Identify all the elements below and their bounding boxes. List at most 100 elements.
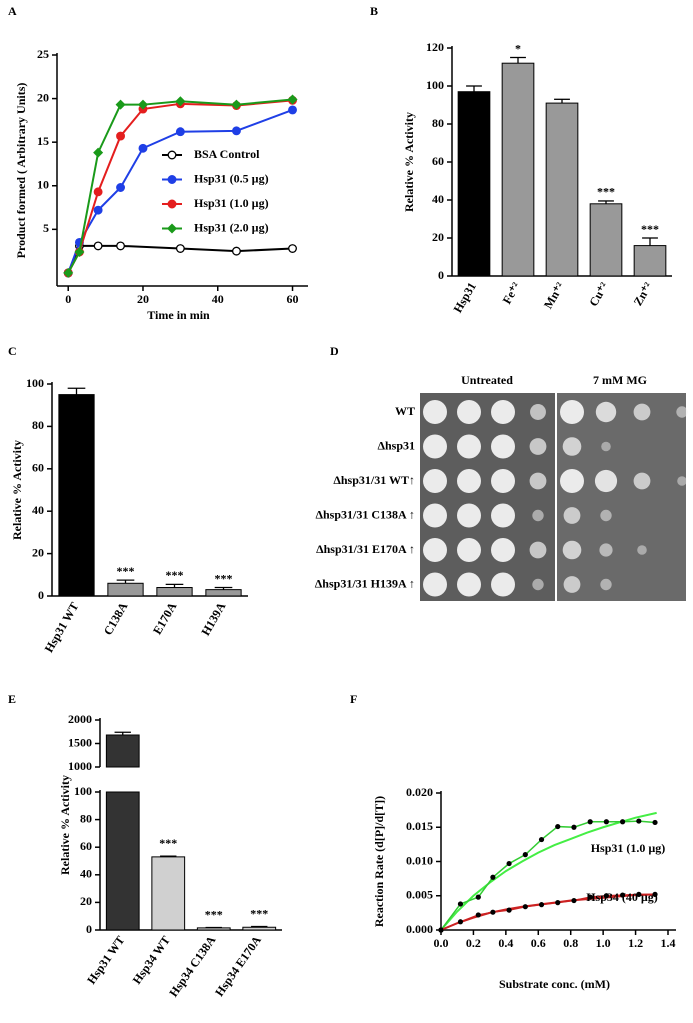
x-tick-label: 40 xyxy=(212,292,224,306)
bar xyxy=(205,589,242,597)
strain-label: Δhsp31/31 WT↑ xyxy=(333,473,415,487)
point xyxy=(555,900,561,906)
point xyxy=(603,893,609,899)
y-tick-label: 20 xyxy=(80,894,92,908)
significance: *** xyxy=(597,185,615,199)
colony-spot xyxy=(457,434,481,459)
colony-spot xyxy=(491,400,515,424)
colony-spot xyxy=(529,541,547,559)
colony-spot xyxy=(633,472,651,490)
bar xyxy=(107,582,144,597)
colony-spot xyxy=(633,403,651,421)
point xyxy=(555,823,561,830)
x-tick-label: 0.4 xyxy=(498,936,513,950)
colony-spot xyxy=(423,572,447,597)
colony-spot xyxy=(423,503,447,528)
y-tick-label: 2000 xyxy=(68,712,92,726)
significance: *** xyxy=(117,564,135,578)
y-tick-label: 80 xyxy=(80,811,92,825)
point xyxy=(522,852,528,858)
point xyxy=(93,241,103,251)
point xyxy=(288,105,297,115)
y-tick-label: 1000 xyxy=(68,759,92,773)
point xyxy=(652,819,658,826)
legend-marker xyxy=(167,199,177,209)
x-tick-label: 0.6 xyxy=(531,936,546,950)
series-line xyxy=(67,99,293,274)
significance: *** xyxy=(250,906,268,920)
point xyxy=(175,127,185,137)
legend-label: Hsp31 (1.0 µg) xyxy=(194,196,269,210)
point xyxy=(63,267,74,278)
point xyxy=(175,244,185,253)
x-tick-label: 0 xyxy=(65,292,71,306)
colony-spot xyxy=(423,400,447,424)
bar xyxy=(151,856,186,931)
y-tick-label: 0.005 xyxy=(406,888,433,902)
y-tick-label: 0 xyxy=(86,922,92,936)
point xyxy=(522,904,528,910)
point xyxy=(457,901,464,907)
colony-spot xyxy=(423,434,447,459)
point xyxy=(287,94,298,105)
x-axis-label: Substrate conc. (mM) xyxy=(499,977,610,991)
y-tick-label: 0 xyxy=(438,268,444,282)
colony-spot xyxy=(491,469,515,493)
point xyxy=(93,147,104,158)
point xyxy=(115,99,126,110)
bar xyxy=(196,927,231,931)
y-tick-label: 120 xyxy=(426,40,444,54)
x-tick-label: 20 xyxy=(137,292,149,306)
x-tick-label: 0.0 xyxy=(434,936,449,950)
y-tick-label: 0.015 xyxy=(406,819,433,833)
bar xyxy=(156,587,193,597)
point xyxy=(652,891,658,897)
colony-spot xyxy=(491,538,515,562)
colony-spot xyxy=(457,503,481,528)
significance: * xyxy=(515,41,521,55)
point xyxy=(636,818,642,824)
strain-label: WT xyxy=(395,404,415,418)
y-tick-label: 80 xyxy=(432,116,444,130)
bar xyxy=(633,245,667,277)
point xyxy=(587,819,593,825)
y-axis-label: Relative % Activity xyxy=(402,112,416,212)
y-tick-label: 40 xyxy=(80,867,92,881)
y-tick-label: 60 xyxy=(432,154,444,168)
y-tick-label: 0.000 xyxy=(406,922,433,936)
colony-spot xyxy=(529,472,547,490)
panel-letter: B xyxy=(370,4,378,18)
colony-spot xyxy=(601,441,611,452)
y-tick-label: 0.010 xyxy=(406,853,433,867)
point xyxy=(288,244,297,253)
y-tick-label: 25 xyxy=(37,47,49,61)
colony-spot xyxy=(637,545,647,555)
colony-spot xyxy=(530,404,546,420)
point xyxy=(538,836,545,843)
point xyxy=(620,819,626,825)
panel-letter: E xyxy=(8,692,16,706)
y-tick-label: 40 xyxy=(432,192,444,206)
x-tick-label: 1.2 xyxy=(628,936,643,950)
point xyxy=(506,907,512,913)
colony-spot xyxy=(423,469,447,493)
colony-spot xyxy=(562,540,582,560)
point xyxy=(74,247,85,258)
y-tick-label: 100 xyxy=(26,376,44,390)
x-tick-label: 1.4 xyxy=(661,936,676,950)
legend-marker xyxy=(167,223,177,234)
point xyxy=(506,860,512,867)
colony-spot xyxy=(594,469,618,493)
colony-spot xyxy=(423,538,447,562)
bar xyxy=(58,394,95,597)
point xyxy=(587,894,593,900)
y-tick-label: 60 xyxy=(80,839,92,853)
point xyxy=(457,919,464,925)
significance: *** xyxy=(205,907,223,921)
point xyxy=(571,824,577,830)
colony-spot xyxy=(491,503,515,528)
condition-label: 7 mM MG xyxy=(593,373,647,387)
point xyxy=(116,241,126,251)
colony-spot xyxy=(491,572,515,597)
